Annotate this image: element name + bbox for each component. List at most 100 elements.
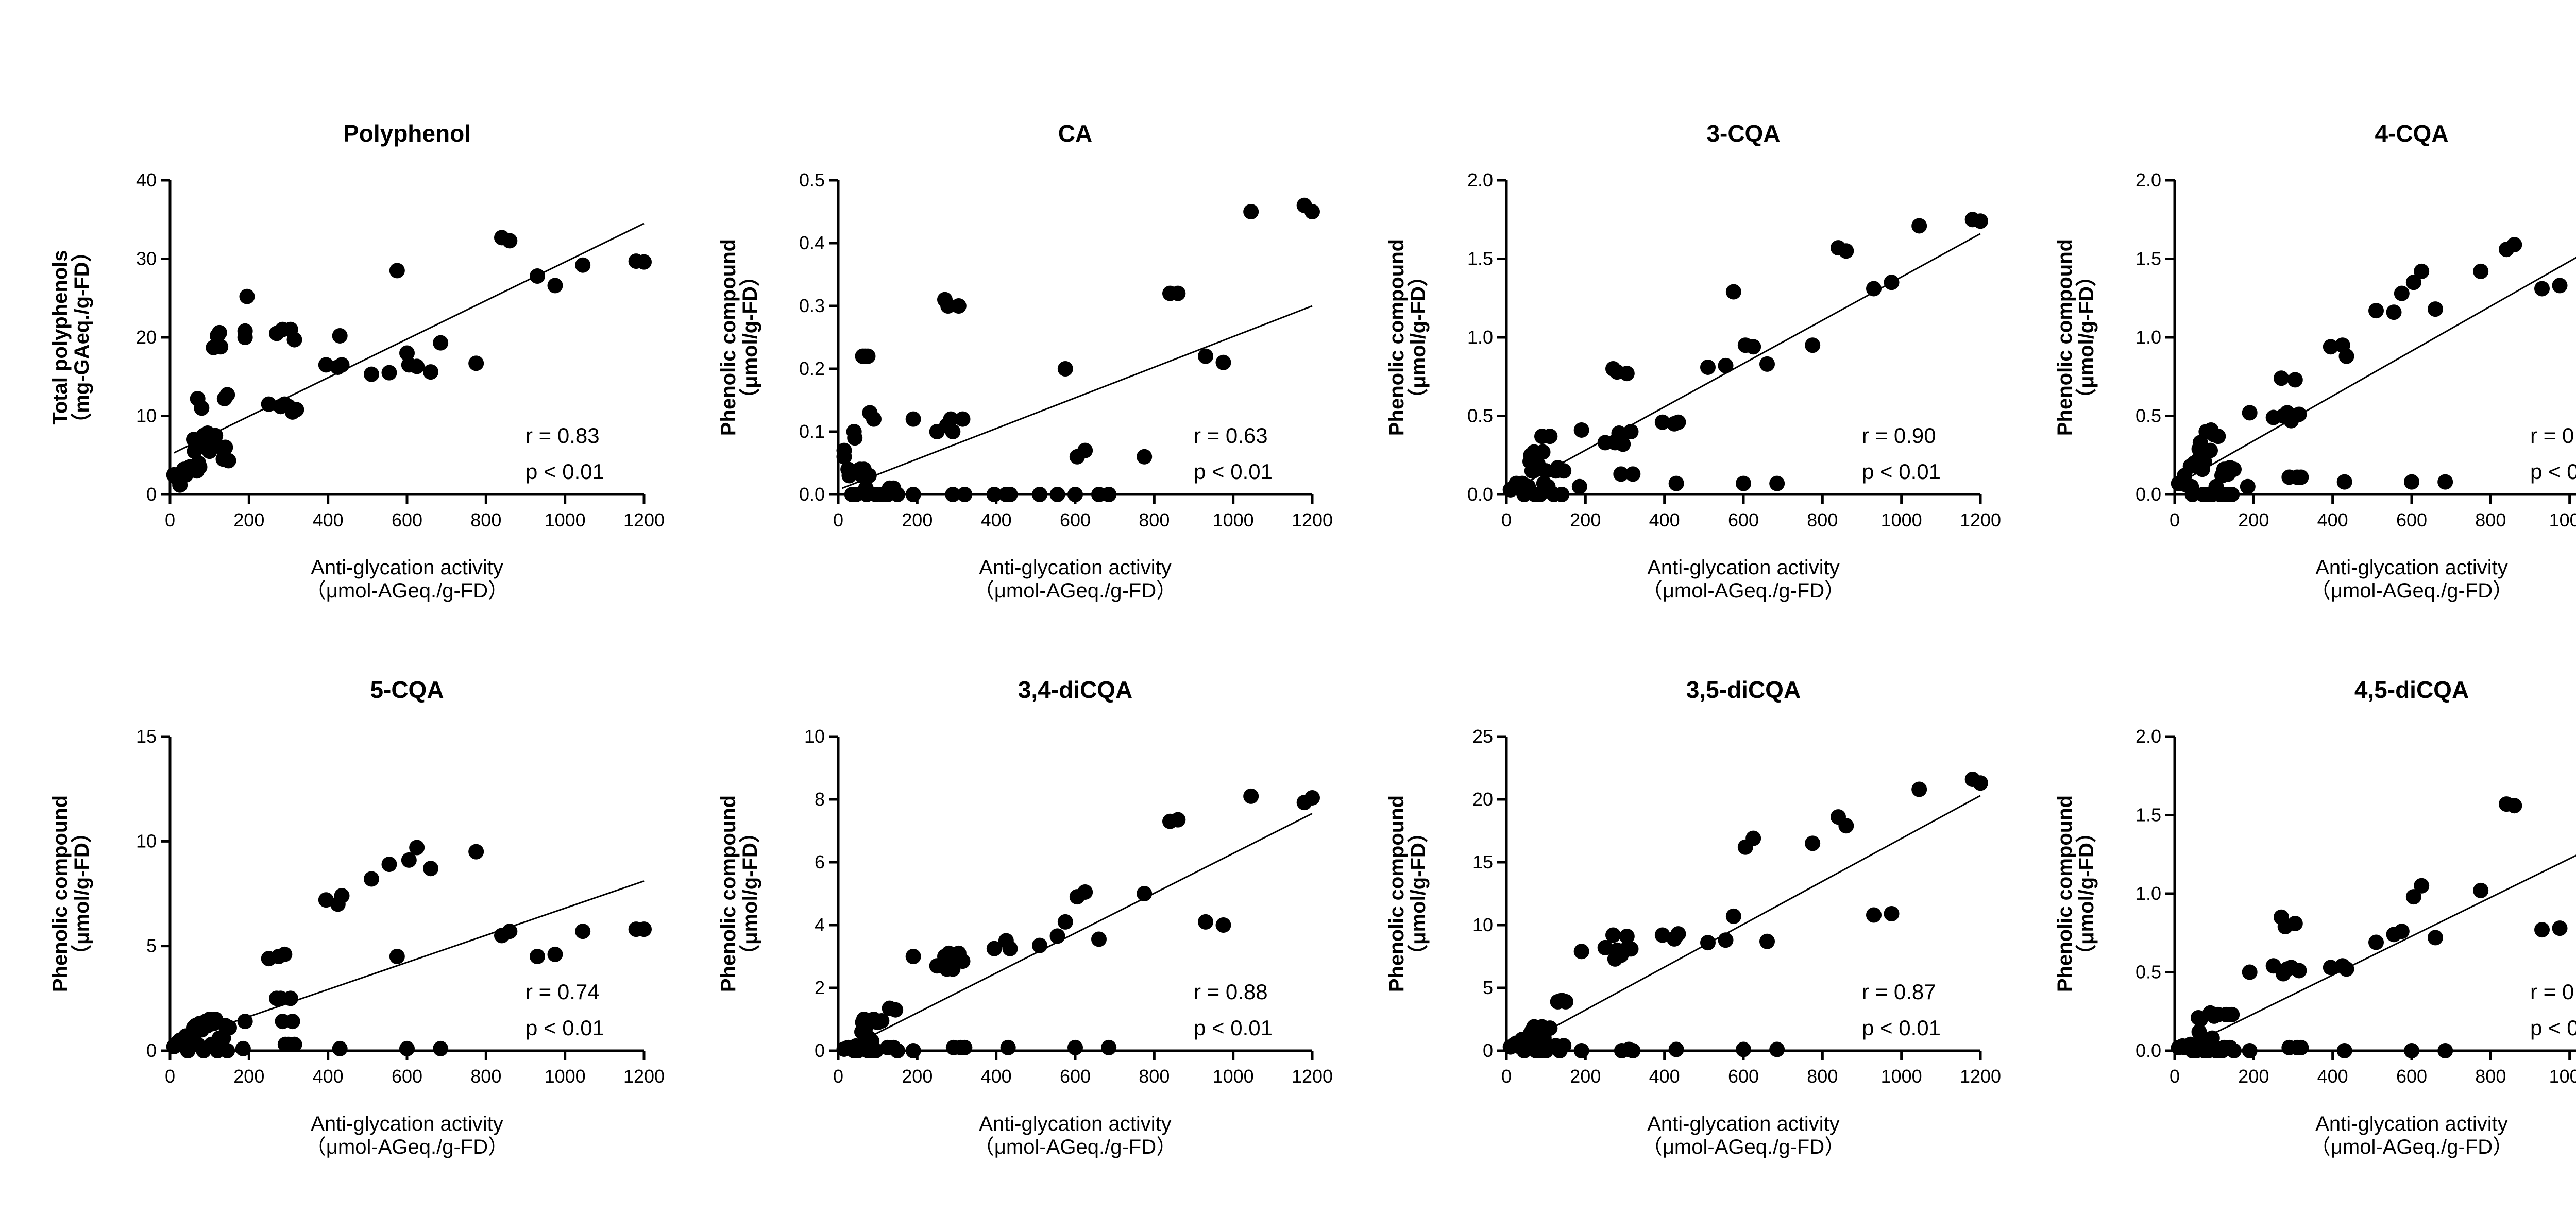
data-point [1884,906,1900,922]
data-point [957,487,973,502]
data-point [2437,1043,2453,1058]
data-point [318,892,334,908]
y-tick-label: 0 [1483,1040,1493,1061]
y-axis-label: Phenolic compound [2054,239,2076,436]
data-point [1542,429,1558,444]
data-point [2287,372,2303,388]
data-point [219,1043,235,1058]
x-tick-label: 1200 [1960,1066,2001,1087]
x-axis-label-units: （μmol-AGeq./g-FD） [1642,579,1845,602]
data-point [1057,361,1073,377]
data-point [868,1043,884,1058]
data-point [1973,775,1988,791]
y-axis-label-units: （μmol/g-FD） [739,266,761,409]
data-point [905,411,921,427]
data-point [289,402,304,418]
correlation-r: r = 0.86 [2530,980,2576,1004]
data-point [237,323,253,339]
x-tick-label: 0 [833,509,843,531]
regression-line [1510,233,1981,492]
data-point [1137,886,1153,901]
chart-title: Polyphenol [343,120,471,147]
data-point [1573,422,1589,438]
data-point [1670,926,1686,942]
data-point [945,424,961,439]
correlation-r: r = 0.87 [2530,423,2576,448]
x-tick-label: 800 [1807,509,1838,531]
data-point [1049,928,1065,944]
x-tick-label: 600 [1728,1066,1759,1087]
regression-line [174,880,645,1044]
data-point [1725,284,1741,300]
x-axis-label-units: （μmol-AGeq./g-FD） [306,1136,509,1158]
data-point [1556,1038,1572,1054]
x-axis-label: Anti-glycation activity [1647,1113,1839,1135]
data-point [1067,487,1083,502]
data-point [1170,285,1186,301]
chart-panel: 4-CQA0.00.51.01.52.002004006008001000120… [2054,120,2576,602]
data-point [847,430,863,446]
data-point [1668,1041,1684,1057]
x-axis-label: Anti-glycation activity [311,556,503,579]
x-tick-label: 400 [1649,1066,1680,1087]
data-point [235,1040,251,1056]
data-point [2242,405,2258,421]
data-point [2338,961,2354,977]
x-axis-label-units: （μmol-AGeq./g-FD） [306,579,509,602]
chart-panel: CA 0.0 0.1 0.2 0.3 0.4 0.5 0 200 400 600 800 1000 120… [717,120,1333,602]
y-tick-label: 0.5 [799,169,825,191]
y-tick-label: 0.4 [799,232,825,253]
data-point [2534,281,2550,297]
data-point [2210,429,2226,444]
x-tick-label: 200 [2238,509,2269,531]
data-point [261,396,277,412]
y-tick-label: 1.0 [2136,327,2161,348]
data-point [399,1040,415,1056]
p-value: p < 0.01 [526,459,604,484]
y-tick-label: 0.3 [799,295,825,316]
data-point [530,268,545,284]
data-point [1700,935,1716,951]
data-point [211,324,227,340]
data-point [1884,275,1900,290]
data-point [2394,924,2410,939]
y-tick-label: 15 [136,726,157,747]
data-point [364,366,379,382]
x-tick-label: 800 [2475,509,2506,531]
data-point [2226,461,2242,477]
data-point [1101,1039,1117,1055]
data-point [219,387,235,403]
x-tick-label: 1000 [1213,509,1254,531]
data-point [1000,1039,1016,1055]
data-point [1032,487,1047,502]
x-tick-label: 200 [1570,1066,1601,1087]
data-point [836,449,852,465]
x-axis-label: Anti-glycation activity [2315,556,2507,579]
x-tick-label: 1000 [1213,1066,1254,1087]
x-tick-label: 600 [1060,1066,1091,1087]
regression-line [842,305,1313,489]
y-tick-label: 2 [815,977,825,998]
data-point [1558,994,1573,1010]
data-point [530,949,545,964]
data-point [1049,487,1065,502]
chart-panel: 3,5-diCQA 0 5 10 15 20 25 0 200 400 600 800 1000 1200… [1385,676,2001,1158]
data-point [1759,933,1775,949]
data-point [239,288,255,304]
x-tick-label: 1200 [623,1066,665,1087]
data-point [1623,941,1639,957]
data-point [208,428,224,443]
data-point [1619,928,1635,944]
chart-title: 3,4-diCQA [1018,676,1132,703]
data-point [2428,301,2443,317]
data-point [423,364,438,380]
y-tick-label: 0.5 [2136,405,2161,426]
x-tick-label: 200 [902,509,933,531]
y-tick-label: 0 [146,1040,157,1061]
regression-line [2178,257,2576,484]
data-point [1554,487,1570,502]
x-tick-label: 200 [233,1066,264,1087]
data-point [1002,487,1018,502]
data-point [1556,463,1572,479]
x-axis-label: Anti-glycation activity [2315,1113,2507,1135]
